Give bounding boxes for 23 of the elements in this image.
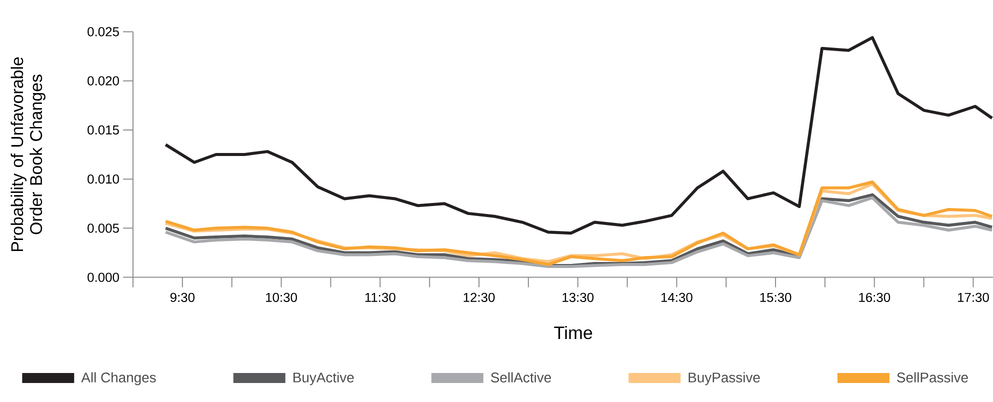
x-tick-label: 16:30 <box>859 292 890 302</box>
y-axis-title: Probability of Unfavorable Order Book Changes <box>10 57 46 252</box>
line-series <box>164 36 993 235</box>
x-tick-label: 9:30 <box>170 292 195 302</box>
legend-label: BuyActive <box>293 372 354 386</box>
x-tick-label: 14:30 <box>661 292 692 302</box>
x-axis-title: Time <box>554 326 592 340</box>
x-tick-label: 12:30 <box>464 292 495 302</box>
legend-label: BuyPassive <box>688 372 760 386</box>
y-tick-label: 0.005 <box>88 224 119 233</box>
y-tick-label: 0.025 <box>88 27 119 36</box>
x-tick-label: 11:30 <box>365 292 396 302</box>
legend-label: SellActive <box>490 372 551 382</box>
x-tick-label: 15:30 <box>760 292 792 302</box>
x-tick-label: 17:30 <box>958 292 989 302</box>
x-tick-label: 13:30 <box>562 292 594 302</box>
y-tick-label: 0.000 <box>88 272 119 282</box>
legend-label: SellPassive <box>897 372 968 382</box>
y-tick-label: 0.020 <box>88 76 119 86</box>
y-tick-label: 0.015 <box>88 125 119 135</box>
legend-label: All Changes <box>81 372 156 386</box>
y-tick-label: 0.010 <box>88 174 119 184</box>
x-tick-label: 10:30 <box>266 292 297 302</box>
